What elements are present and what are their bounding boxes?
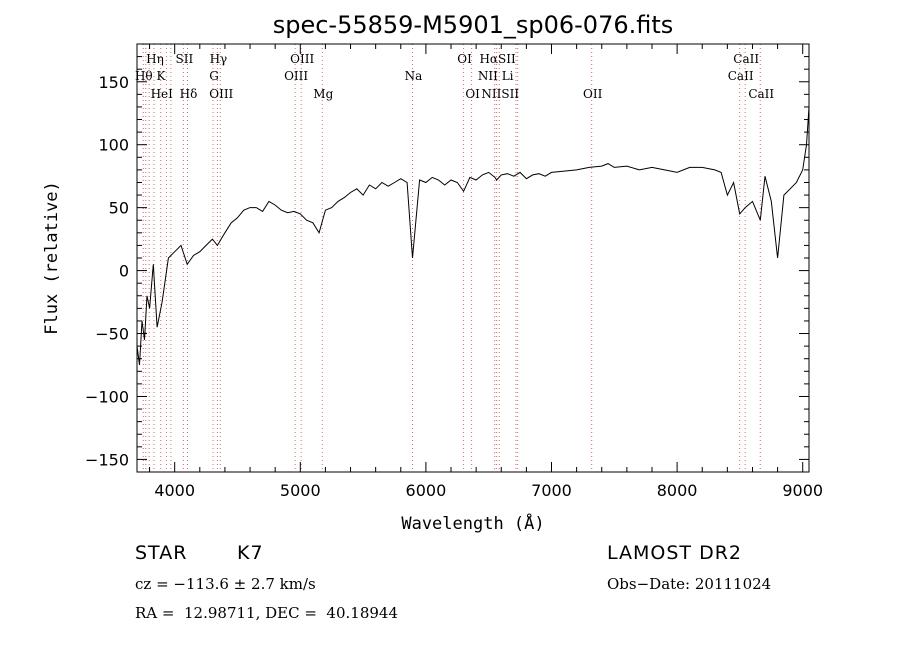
x-tick-label: 7000 — [531, 481, 572, 500]
x-tick-label: 9000 — [782, 481, 823, 500]
marker-label: OIII — [290, 52, 314, 66]
spectrum-chart: spec-55859-M5901_sp06-076.fits Hη SII Hγ OI… — [42, 11, 823, 534]
marker-label: HαSII — [479, 52, 516, 66]
marker-label: CaII — [748, 87, 774, 101]
y-tick-label: 50 — [109, 199, 129, 218]
series-group — [136, 106, 810, 366]
marker-label: SII — [175, 52, 193, 66]
y-tick-label: −150 — [85, 450, 129, 469]
y-tick-label: 100 — [98, 136, 129, 155]
marker-label: Hη — [146, 52, 164, 66]
chart-title: spec-55859-M5901_sp06-076.fits — [273, 11, 674, 39]
marker-lines — [142, 44, 761, 472]
marker-label: OIII — [209, 87, 233, 101]
y-tick-label: 0 — [119, 262, 129, 281]
marker-label: Na — [405, 69, 423, 83]
marker-label: Mg — [313, 87, 333, 101]
x-tick-label: 8000 — [657, 481, 698, 500]
coordinates: RA = 12.98711, DEC = 40.18944 — [135, 604, 399, 622]
y-tick-label: −50 — [95, 325, 129, 344]
x-axis-label: Wavelength (Å) — [401, 512, 544, 534]
marker-label: OI — [457, 52, 472, 66]
obs-date: Obs−Date: 20111024 — [607, 575, 772, 593]
marker-label: HeI — [151, 87, 174, 101]
marker-label: Hθ K — [135, 69, 167, 83]
marker-label: Hδ — [180, 87, 198, 101]
marker-label: CaII — [733, 52, 759, 66]
object-class: STAR — [135, 542, 188, 564]
marker-label: OIII — [284, 69, 308, 83]
marker-label: NII Li — [478, 69, 514, 83]
x-tick-label: 6000 — [406, 481, 447, 500]
marker-label: OI — [465, 87, 480, 101]
marker-label: NIISII — [481, 87, 519, 101]
redshift-text: cz = −113.6 ± 2.7 km/s — [135, 575, 316, 593]
spectrum-line — [136, 106, 810, 366]
x-tick-label: 4000 — [154, 481, 195, 500]
y-tick-label: −100 — [85, 387, 129, 406]
marker-label: OII — [583, 87, 603, 101]
marker-label: Hγ — [210, 52, 228, 66]
survey-label: LAMOST DR2 — [607, 542, 742, 564]
x-tick-label: 5000 — [280, 481, 321, 500]
y-tick-label: 150 — [98, 73, 129, 92]
axis-ticks: 4000 5000 6000 7000 8000 9000 −150 −100 −50 0 50 10… — [85, 44, 823, 500]
marker-label: G — [209, 69, 219, 83]
subclass: K7 — [237, 542, 264, 564]
marker-label: CaII — [728, 69, 754, 83]
y-axis-label: Flux (relative) — [42, 181, 62, 335]
marker-labels: Hη SII Hγ OIII OI HαSII CaII Hθ K G OIII Na NII Li C… — [135, 52, 774, 101]
plot-frame — [136, 43, 810, 473]
